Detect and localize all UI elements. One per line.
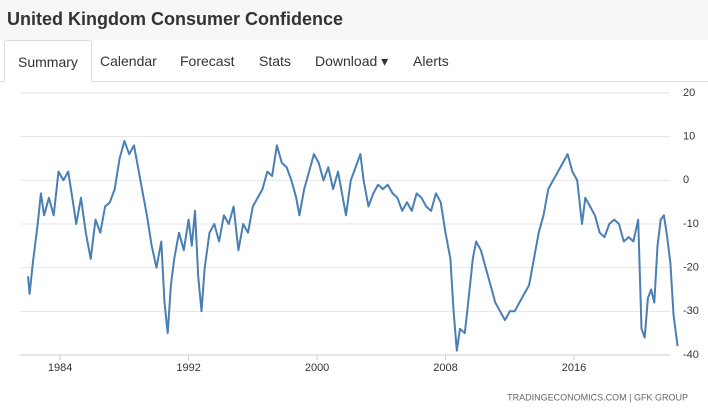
tab-label[interactable]: Alerts: [413, 53, 449, 69]
x-tick-label: 1984: [48, 362, 72, 374]
page-title: United Kingdom Consumer Confidence: [0, 0, 708, 40]
tab[interactable]: Stats: [246, 40, 304, 82]
x-tick-label: 1992: [176, 362, 200, 374]
y-tick-label: -20: [683, 262, 699, 274]
y-tick-label: -30: [683, 305, 699, 317]
tab[interactable]: Alerts: [400, 40, 462, 82]
y-tick-label: 10: [683, 131, 695, 143]
tab[interactable]: Summary: [4, 40, 92, 83]
x-tick-label: 2008: [433, 362, 457, 374]
x-tick-label: 2000: [305, 362, 329, 374]
tab[interactable]: Calendar: [87, 40, 170, 82]
y-tick-label: -10: [683, 218, 699, 230]
x-tick-label: 2016: [562, 362, 586, 374]
tab[interactable]: Forecast: [167, 40, 247, 82]
source: TRADINGECONOMICS.COM | GFK GROUP: [507, 392, 688, 402]
caret[interactable]: ▾: [377, 53, 389, 69]
y-tick-label: 20: [683, 87, 695, 99]
tab-bar: Summary Calendar Forecast Stats Download ▾ Al…: [0, 40, 708, 83]
y-tick-label: -40: [683, 349, 699, 361]
y-tick-label: 0: [683, 174, 689, 186]
tab-label[interactable]: Download: [315, 53, 378, 69]
data-line: [27, 140, 679, 352]
tab[interactable]: Download ▾: [302, 40, 401, 82]
tab-label[interactable]: Summary: [18, 54, 78, 70]
tab-label[interactable]: Forecast: [180, 53, 235, 69]
tab-label[interactable]: Calendar: [100, 53, 157, 69]
tab-label[interactable]: Stats: [259, 53, 291, 69]
